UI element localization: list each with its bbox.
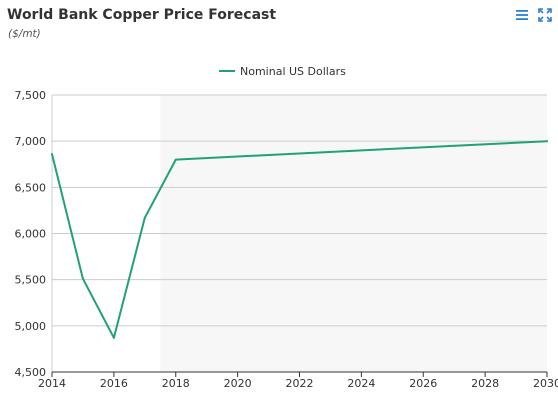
x-tick-label: 2016 (100, 377, 128, 390)
x-tick-label: 2028 (471, 377, 499, 390)
legend-label: Nominal US Dollars (240, 65, 346, 78)
y-tick-label: 5,000 (15, 320, 47, 333)
data-point (112, 336, 115, 339)
x-tick-label: 2022 (286, 377, 314, 390)
x-tick-label: 2018 (162, 377, 190, 390)
data-point (51, 153, 53, 156)
x-tick-label: 2030 (533, 377, 558, 390)
hamburger-menu-icon[interactable] (515, 8, 529, 22)
chart-toolbar (515, 8, 552, 22)
chart-subtitle: ($/mt) (8, 28, 41, 40)
x-tick-label: 2014 (38, 377, 66, 390)
y-tick-label: 4,500 (15, 366, 47, 379)
series-line (51, 140, 548, 339)
x-tick-label: 2024 (347, 377, 375, 390)
data-point (174, 158, 177, 161)
y-tick-label: 6,000 (15, 228, 47, 241)
y-tick-label: 7,500 (15, 89, 47, 102)
data-point (546, 140, 548, 143)
data-point (81, 277, 84, 280)
data-point (143, 216, 146, 219)
y-tick-label: 7,000 (15, 135, 47, 148)
x-tick-label: 2026 (409, 377, 437, 390)
y-tick-label: 6,500 (15, 181, 47, 194)
chart-title: World Bank Copper Price Forecast (7, 7, 277, 23)
x-tick-label: 2020 (224, 377, 252, 390)
fullscreen-expand-icon[interactable] (538, 8, 552, 22)
y-tick-label: 5,500 (15, 274, 47, 287)
